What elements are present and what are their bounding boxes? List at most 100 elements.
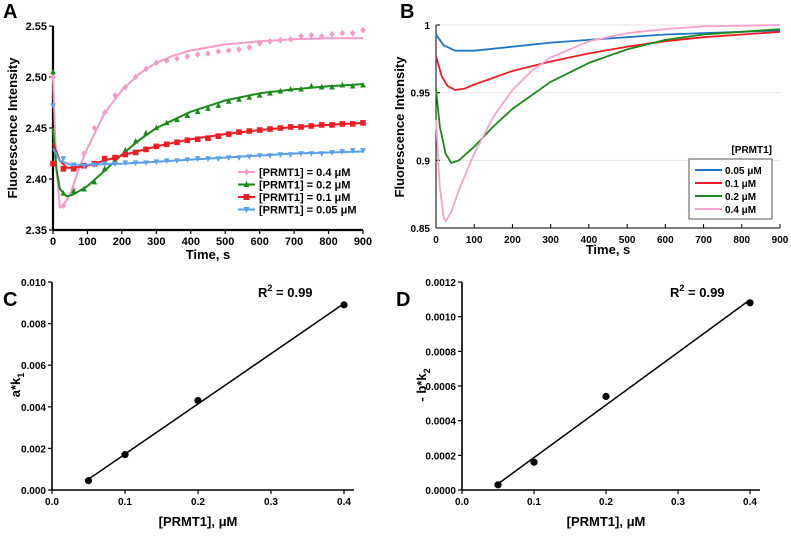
data-point — [194, 396, 202, 405]
marker-square — [243, 194, 250, 200]
x-tick-label: 300 — [147, 236, 165, 248]
marker-square — [101, 155, 108, 162]
panel-label: A — [3, 1, 17, 23]
marker-diamond — [308, 31, 315, 39]
marker-diamond — [205, 50, 211, 57]
marker-diamond — [298, 32, 304, 40]
marker-triangle-up — [236, 96, 242, 102]
marker-triangle-up — [243, 181, 250, 187]
y-tick-label: 0.008 — [21, 320, 46, 331]
y-tick-label: 2.45 — [26, 123, 47, 135]
x-tick-label: 900 — [354, 236, 372, 248]
x-tick-label: 0.2 — [599, 497, 613, 508]
x-tick-label: 300 — [542, 235, 559, 246]
x-axis-label: Time, s — [186, 247, 231, 262]
y-tick-label: 0.9 — [416, 156, 430, 167]
r-squared-annotation: R2 = 0.99 — [670, 283, 725, 300]
y-tick-label: 0.95 — [411, 89, 431, 100]
annotation-value: = 0.99 — [684, 285, 724, 300]
x-tick-label: 0.4 — [337, 497, 351, 508]
marker-diamond — [246, 44, 253, 51]
regression-line — [497, 299, 751, 485]
panel-label: D — [396, 289, 410, 311]
y-tick-label: 0.0000 — [425, 486, 456, 497]
y-tick-label: 0.0002 — [425, 451, 456, 462]
annotation-superscript: 2 — [679, 283, 684, 293]
marker-square — [194, 136, 201, 143]
legend-label: 0.4 μM — [725, 205, 756, 216]
y-axis-label-subscript: 1 — [16, 373, 26, 378]
x-tick-label: 200 — [504, 235, 521, 246]
marker-square — [60, 166, 67, 172]
y-axis-label: Fluorescence Intensity — [5, 57, 20, 199]
y-tick-label: 0.006 — [21, 361, 46, 372]
marker-triangle-up — [256, 92, 263, 98]
y-tick-label: 0.002 — [21, 444, 46, 455]
x-tick-label: 0 — [50, 236, 56, 248]
panel-a: A 2.35 2.40 2.45 2.50 2.55 0 100 200 300 400 500 600… — [3, 1, 372, 262]
x-tick-label: 500 — [619, 235, 636, 246]
legend-label: [PRMT1] = 0.05 μM — [259, 205, 357, 217]
marker-triangle-up — [70, 187, 77, 194]
marker-diamond — [163, 57, 170, 64]
fit-line — [52, 37, 363, 209]
y-axis-label: a*k1 — [8, 373, 26, 398]
series-1 — [50, 68, 366, 198]
y-tick-label: 0.0010 — [425, 313, 456, 324]
fit-line — [52, 83, 364, 198]
y-tick-label: 0.0004 — [425, 417, 456, 428]
x-tick-label: 0.0 — [45, 497, 59, 508]
x-tick-label: 700 — [285, 236, 303, 248]
x-tick-label: 900 — [772, 235, 789, 246]
y-tick-label: 0.0008 — [425, 347, 456, 358]
legend-label: [PRMT1] = 0.2 μM — [259, 180, 350, 192]
y-tick-label: 0.0006 — [425, 382, 456, 393]
marker-triangle-up — [194, 108, 201, 114]
series-line-0 — [435, 29, 781, 52]
y-tick-label: 0.010 — [21, 278, 46, 289]
series-3 — [50, 103, 366, 170]
panel-c: C 0.000 0.002 0.004 0.006 0.008 0.010 0.0 0.1 0.2… — [3, 278, 354, 529]
marker-triangle-up — [184, 112, 191, 119]
marker-diamond — [194, 51, 201, 58]
marker-diamond — [174, 55, 180, 62]
x-tick-label: 800 — [319, 236, 337, 248]
y-tick-label: 2.50 — [26, 72, 47, 84]
y-axis-label-subscript: 2 — [422, 368, 432, 373]
y-axis-label: Fluorescence Intensity — [392, 56, 407, 198]
regression-line — [88, 302, 345, 480]
marker-triangle-up — [91, 178, 98, 185]
x-tick-label: 0.3 — [671, 497, 685, 508]
x-tick-label: 0 — [433, 235, 439, 246]
marker-diamond — [184, 53, 191, 60]
marker-diamond — [215, 48, 222, 55]
x-axis-label: [PRMT1], μM — [567, 514, 646, 529]
annotation-superscript: 2 — [267, 283, 272, 293]
x-tick-label: 200 — [113, 236, 131, 248]
fit-line — [52, 121, 364, 169]
x-tick-label: 400 — [581, 235, 598, 246]
series-line-2 — [435, 28, 781, 164]
marker-diamond — [236, 46, 242, 53]
x-tick-label: 600 — [657, 235, 674, 246]
panel-b: B 0.85 0.9 0.95 1 0 100 200 300 400 500 600 700 800 90… — [392, 1, 789, 257]
x-tick-label: 0.2 — [191, 497, 205, 508]
x-tick-label: 500 — [216, 236, 234, 248]
x-tick-label: 100 — [78, 236, 96, 248]
legend-label: 0.05 μM — [725, 166, 762, 177]
annotation-value: = 0.99 — [272, 285, 312, 300]
x-axis-label: [PRMT1], μM — [159, 514, 238, 529]
y-tick-label: 0.85 — [411, 224, 431, 235]
panel-d: D 0.0000 0.0002 0.0004 0.0006 0.0008 0.0010 0.0… — [396, 278, 760, 529]
x-tick-label: 100 — [466, 235, 483, 246]
marker-triangle-down — [50, 103, 56, 109]
x-tick-label: 800 — [733, 235, 750, 246]
marker-square — [360, 120, 366, 126]
data-point — [84, 477, 93, 485]
y-tick-label: 2.55 — [26, 21, 47, 33]
legend-label: 0.1 μM — [725, 179, 756, 190]
legend-label: 0.2 μM — [725, 192, 756, 203]
y-tick-label: 0.004 — [21, 403, 46, 414]
legend: [PRMT1] 0.05 μM 0.1 μM 0.2 μM 0.4 μM — [688, 145, 773, 220]
